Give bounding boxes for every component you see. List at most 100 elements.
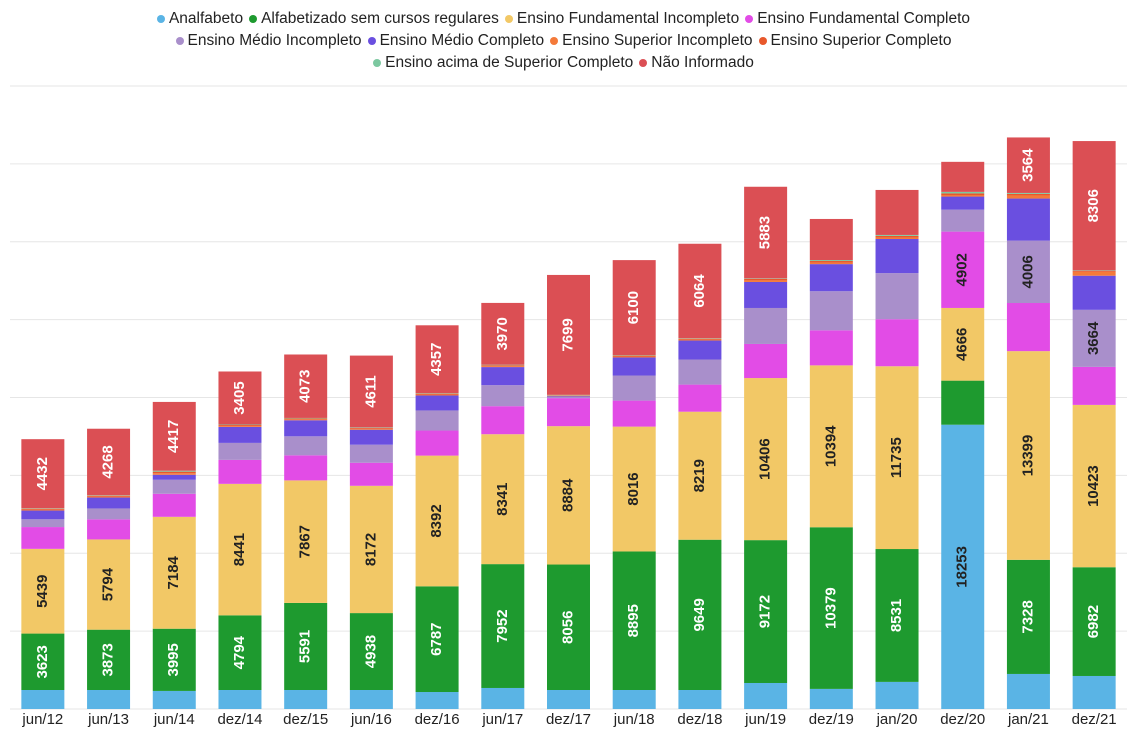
bar-segment <box>678 340 722 360</box>
legend-item: Ensino Superior Incompleto <box>550 30 753 52</box>
bar-segment <box>284 420 328 437</box>
bar-segment <box>349 613 393 690</box>
bar-segment <box>612 400 656 427</box>
bar-segment <box>744 540 788 683</box>
bar-segment <box>284 419 328 421</box>
data-label: 7184 <box>165 555 182 589</box>
bar-segment <box>1006 195 1050 199</box>
bar-segment <box>612 551 656 690</box>
bar-segment <box>21 633 65 690</box>
bar-segment <box>941 307 985 381</box>
x-tick-label: dez/18 <box>677 711 722 728</box>
bar-segment <box>349 689 393 709</box>
data-label: 3564 <box>1019 148 1036 182</box>
x-tick-label: jun/14 <box>153 711 195 728</box>
bar-segment <box>349 462 393 486</box>
bar-segment <box>941 231 985 308</box>
data-label: 5591 <box>297 630 314 663</box>
bar-segment <box>875 239 919 274</box>
legend-label: Ensino Fundamental Incompleto <box>516 10 740 27</box>
data-label: 5794 <box>100 567 117 601</box>
legend-item: Analfabeto <box>156 8 243 30</box>
bar-segment <box>1072 270 1116 272</box>
legend-item: Ensino acima de Superior Completo <box>373 52 633 74</box>
bar-segment <box>941 193 985 196</box>
x-tick-label: jun/18 <box>613 711 655 728</box>
bar-segment <box>284 436 328 456</box>
data-label: 10423 <box>1085 465 1102 507</box>
bar-segment <box>21 509 65 511</box>
x-tick-label: jan/21 <box>1007 711 1049 728</box>
bar-segment <box>1072 675 1116 709</box>
bar-segment <box>612 357 656 376</box>
bar-segment <box>152 479 196 494</box>
bar-segment <box>218 371 262 425</box>
bar-segment <box>1006 198 1050 241</box>
bar-segment <box>875 319 919 367</box>
legend-label: Ensino Médio Incompleto <box>187 32 362 49</box>
data-label: 8219 <box>691 459 708 492</box>
x-tick-label: jun/19 <box>744 711 786 728</box>
bar-segment <box>941 209 985 232</box>
x-tick-label: dez/19 <box>809 711 854 728</box>
bar-segment <box>415 586 459 693</box>
data-label: 18253 <box>954 546 971 588</box>
data-label: 6100 <box>625 291 642 324</box>
data-label: 7867 <box>297 525 314 558</box>
bar-segment <box>481 434 525 565</box>
data-label: 13399 <box>1019 435 1036 477</box>
bar-segment <box>87 428 131 496</box>
bar-segment <box>678 359 722 385</box>
legend-marker <box>175 37 184 45</box>
bar-segment <box>21 439 65 509</box>
x-tick-label: jun/17 <box>481 711 523 728</box>
bar-segment <box>87 539 131 630</box>
bar-segment <box>875 234 919 236</box>
legend-marker <box>504 15 513 23</box>
bar-segment <box>875 366 919 550</box>
data-label: 7699 <box>559 318 576 351</box>
bar-segment <box>1006 559 1050 674</box>
bar-segment <box>218 459 262 484</box>
bar-segment <box>1072 404 1116 568</box>
legend-item: Alfabetizado sem cursos regulares <box>249 8 499 30</box>
legend-label: Ensino Superior Incompleto <box>562 32 753 49</box>
bar-segment <box>941 191 985 194</box>
data-label: 4938 <box>362 635 379 668</box>
bar-segment <box>284 480 328 603</box>
legend-marker <box>758 37 767 45</box>
bar-segment <box>744 307 788 344</box>
bar-segment <box>1006 303 1050 352</box>
bar-segment <box>415 393 459 395</box>
bar-segment <box>809 218 853 261</box>
bar-segment <box>218 426 262 443</box>
bar-segment <box>678 539 722 690</box>
data-label: 3405 <box>231 381 248 414</box>
bar-segment <box>547 274 590 395</box>
bar-segment <box>481 406 525 435</box>
data-label: 7952 <box>494 609 511 642</box>
bar-segment <box>284 455 328 481</box>
bar-segment <box>152 470 196 472</box>
bar-segment <box>152 474 196 480</box>
bar-segment <box>744 682 788 709</box>
data-label: 10379 <box>822 587 839 629</box>
bar-segment <box>1072 275 1116 310</box>
bar-segment <box>415 455 459 587</box>
data-label: 8306 <box>1085 189 1102 222</box>
legend-label: Ensino Médio Completo <box>379 32 545 49</box>
x-tick-label: jun/16 <box>350 711 392 728</box>
bar-segment <box>612 426 656 552</box>
legend-marker <box>639 59 648 67</box>
bar-segment <box>1006 240 1050 304</box>
bar-segment <box>941 196 985 210</box>
bar-segment <box>809 264 853 292</box>
bar-segment <box>218 425 262 427</box>
bar-segment <box>21 548 65 634</box>
data-label: 6787 <box>428 622 445 655</box>
bar-segment <box>612 355 656 357</box>
data-label: 3664 <box>1085 321 1102 355</box>
bar-segment <box>809 291 853 331</box>
data-label: 10394 <box>822 425 839 467</box>
